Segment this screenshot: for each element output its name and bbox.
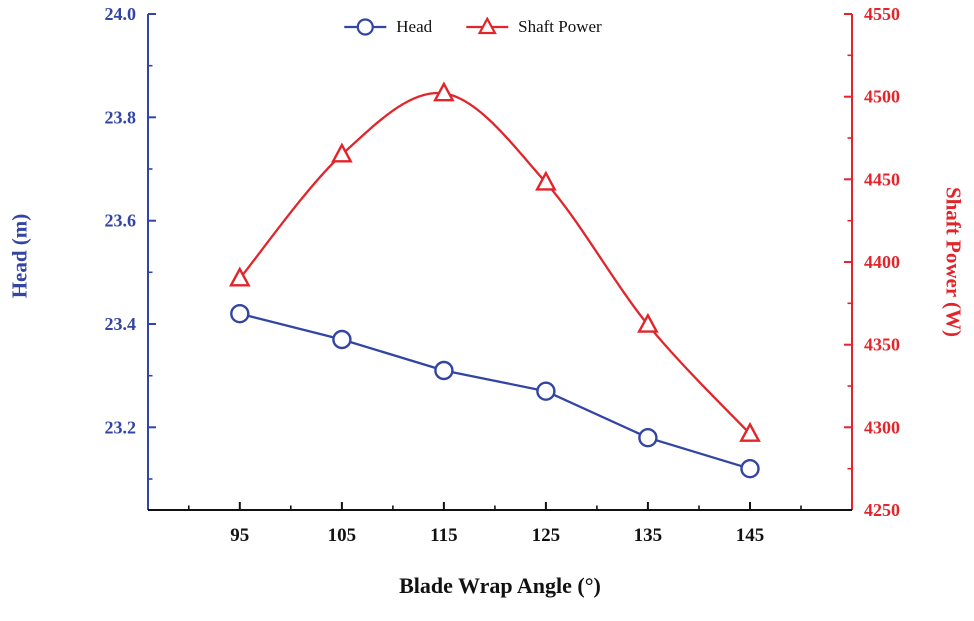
data-point-marker xyxy=(535,170,557,191)
right-axis-title: Shaft Power (W) xyxy=(941,186,966,338)
x-tick-label: 95 xyxy=(230,525,249,546)
legend-label-shaft-power: Shaft Power xyxy=(518,17,602,36)
x-axis-title: Blade Wrap Angle (°) xyxy=(399,573,601,598)
x-tick-label: 105 xyxy=(328,525,357,546)
data-point-marker xyxy=(230,304,250,324)
right-tick-label: 4300 xyxy=(864,417,900,437)
right-tick-label: 4500 xyxy=(864,87,900,107)
right-tick-label: 4400 xyxy=(864,252,900,272)
data-point-marker xyxy=(434,360,454,381)
data-point-marker xyxy=(740,459,760,479)
data-point-marker xyxy=(433,81,455,102)
data-point-marker xyxy=(332,329,352,350)
left-tick-label: 23.6 xyxy=(105,211,137,231)
left-axis-title: Head (m) xyxy=(7,213,32,299)
x-axis: 95 105 115 125 135 145 xyxy=(148,502,852,546)
head-legend-marker-icon xyxy=(344,18,387,36)
left-tick-label: 23.8 xyxy=(105,107,137,127)
legend-entry-head: Head xyxy=(342,17,432,37)
x-tick-label: 135 xyxy=(634,525,663,546)
data-point-marker xyxy=(331,142,353,163)
data-point-marker xyxy=(637,312,659,333)
left-axis: 23.2 23.4 23.6 23.8 24.0 xyxy=(105,4,156,510)
shaft-power-series xyxy=(228,81,761,442)
head-line xyxy=(239,312,751,470)
legend: Head Shaft Power xyxy=(342,17,602,37)
right-axis: 4250 4300 4350 4400 4450 4500 4550 xyxy=(844,4,900,520)
x-tick-label: 115 xyxy=(430,525,457,546)
left-tick-label: 24.0 xyxy=(105,4,137,24)
left-tick-label: 23.2 xyxy=(105,417,137,437)
x-tick-label: 125 xyxy=(532,525,561,546)
right-tick-label: 4450 xyxy=(864,169,900,189)
data-point-marker xyxy=(638,428,658,448)
right-tick-label: 4350 xyxy=(864,335,900,355)
left-tick-label: 23.4 xyxy=(105,314,137,334)
head-series xyxy=(230,304,760,479)
data-point-marker xyxy=(228,266,251,287)
legend-label-head: Head xyxy=(396,17,433,36)
data-point-marker xyxy=(739,421,761,442)
shaft-power-legend-marker-icon xyxy=(466,17,509,35)
legend-entry-shaft-power: Shaft Power xyxy=(464,17,602,37)
data-point-marker xyxy=(536,381,556,401)
right-tick-label: 4250 xyxy=(864,500,900,520)
shaft-power-line xyxy=(238,91,751,435)
right-tick-label: 4550 xyxy=(864,4,900,24)
x-tick-label: 145 xyxy=(736,525,765,546)
